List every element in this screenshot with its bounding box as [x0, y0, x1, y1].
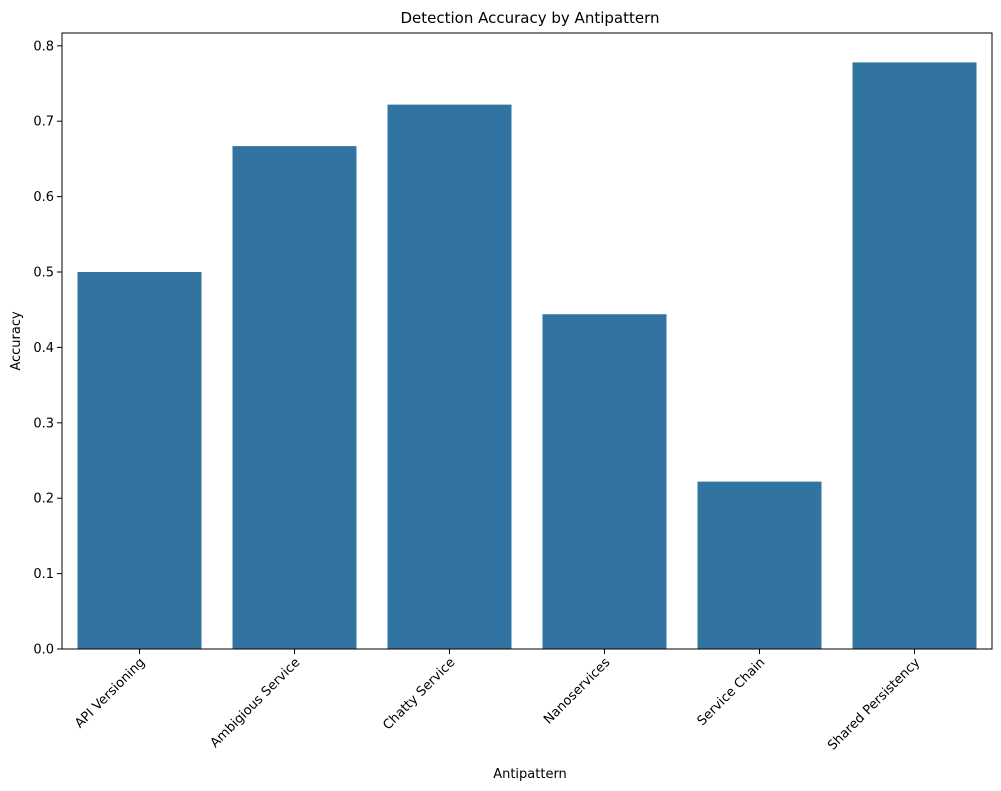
x-tick-label: API Versioning — [72, 655, 148, 731]
bar-shared-persistency — [852, 62, 977, 649]
x-axis-label: Antipattern — [493, 767, 567, 782]
x-axis: API Versioning Ambigious Service Chatty Se… — [72, 649, 924, 753]
y-tick-label: 0.6 — [33, 190, 54, 205]
bar-nanoservices — [542, 314, 667, 649]
x-tick-label: Service Chain — [695, 655, 769, 729]
y-axis: 0.0 0.1 0.2 0.3 0.4 0.5 0.6 0.7 0.8 — [33, 39, 62, 658]
x-tick-label: Nanoservices — [541, 655, 613, 727]
bar-ambigious-service — [232, 146, 357, 650]
bars-group — [77, 62, 977, 650]
y-tick-label: 0.3 — [33, 416, 54, 431]
y-tick-label: 0.2 — [33, 492, 54, 507]
x-tick-label: Ambigious Service — [208, 655, 304, 751]
bar-api-versioning — [77, 272, 202, 649]
x-tick-label: Chatty Service — [380, 655, 458, 733]
bar-chatty-service — [387, 104, 512, 649]
y-tick-label: 0.4 — [33, 341, 54, 356]
y-tick-label: 0.0 — [33, 643, 54, 658]
y-tick-label: 0.7 — [33, 115, 54, 130]
y-tick-label: 0.5 — [33, 266, 54, 281]
y-axis-label: Accuracy — [9, 311, 24, 371]
y-tick-label: 0.1 — [33, 567, 54, 582]
bar-service-chain — [697, 481, 822, 649]
chart-title: Detection Accuracy by Antipattern — [401, 9, 660, 27]
y-tick-label: 0.8 — [33, 39, 54, 54]
x-tick-label: Shared Persistency — [825, 655, 923, 753]
plot-frame — [61, 32, 993, 650]
